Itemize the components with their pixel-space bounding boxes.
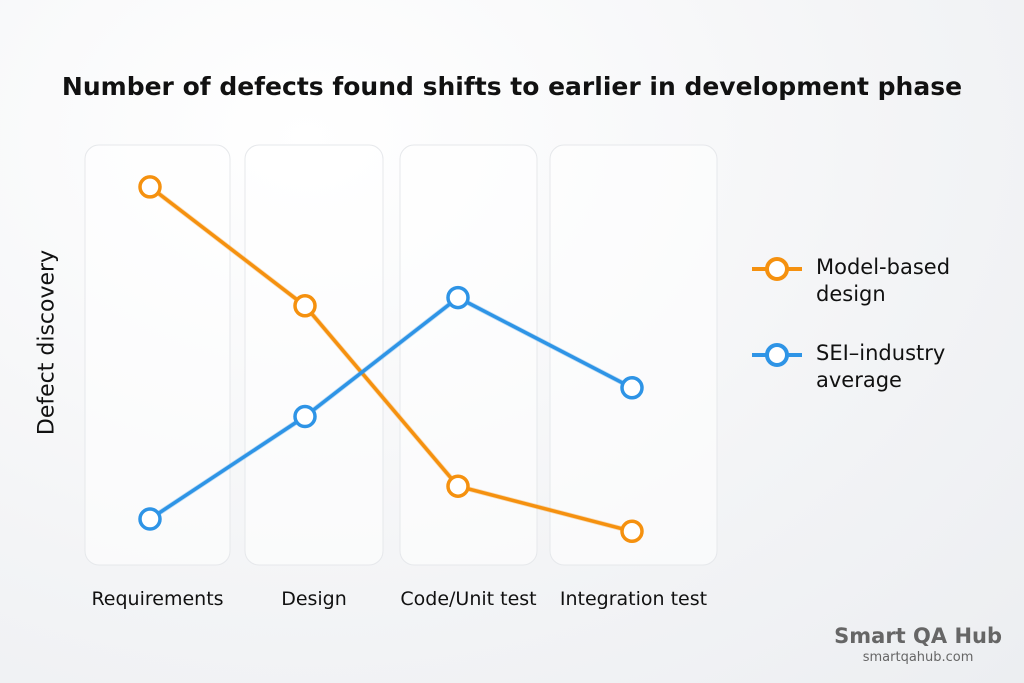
category-panel — [84, 144, 231, 566]
legend-orange-marker-icon — [752, 257, 802, 281]
category-panel — [549, 144, 718, 566]
legend-item-model-based: Model-based design — [752, 254, 976, 308]
series-line — [149, 295, 633, 521]
brand-name: Smart QA Hub — [834, 624, 1002, 648]
category-panel — [244, 144, 384, 566]
brand-logo: Smart QA Hub smartqahub.com — [834, 624, 1002, 665]
legend-label: SEI–industry average — [816, 341, 946, 392]
data-point — [620, 519, 644, 544]
x-tick-label: Integration test — [560, 588, 707, 610]
legend-label: Model-based design — [816, 255, 951, 306]
data-point — [446, 285, 470, 310]
x-tick-label: Design — [281, 588, 347, 610]
chart-title: Number of defects found shifts to earlie… — [61, 72, 963, 101]
data-point — [138, 507, 162, 531]
data-point — [620, 376, 644, 400]
x-tick-label: Requirements — [91, 588, 223, 610]
brand-url: smartqahub.com — [862, 650, 974, 665]
data-point — [138, 175, 162, 199]
legend-item-sei: SEI–industry average — [752, 340, 976, 394]
x-tick-label: Code/Unit test — [400, 588, 536, 610]
data-point — [293, 294, 317, 318]
legend-blue-marker-icon — [752, 343, 802, 367]
data-point — [446, 474, 470, 498]
series-line — [148, 185, 633, 533]
data-point — [293, 404, 317, 429]
